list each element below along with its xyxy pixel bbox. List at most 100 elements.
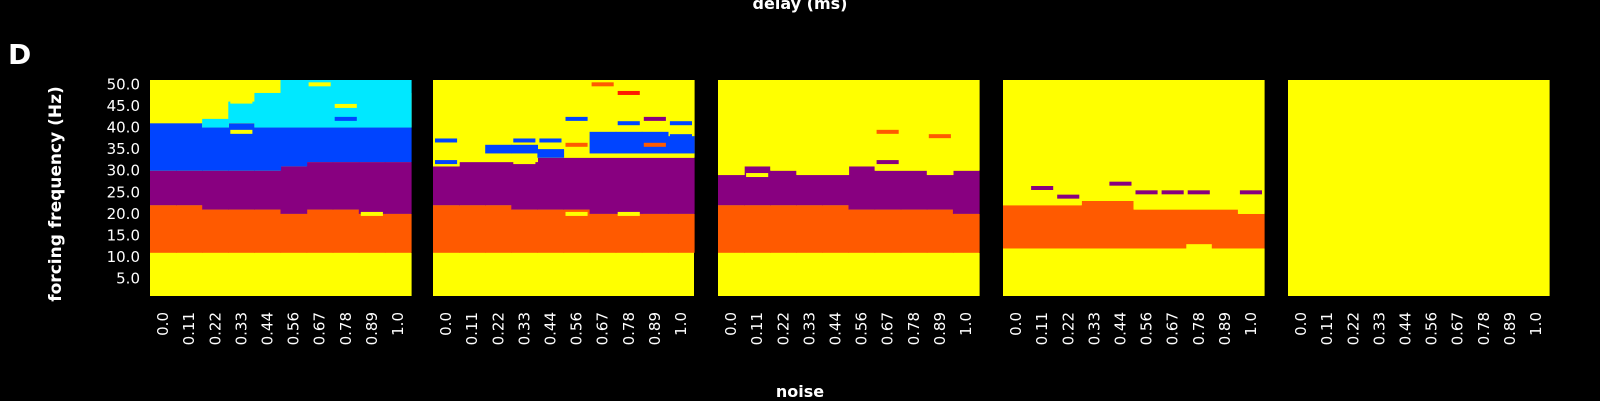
heatmap-cell-orange (643, 142, 666, 147)
heatmap-cell-orange (563, 209, 591, 253)
x-tick-label: 1.0 (957, 312, 975, 336)
heatmap-cell-orange (254, 209, 282, 253)
heatmap-cell-orange (641, 213, 669, 253)
x-tick-label: 0.78 (1475, 312, 1493, 345)
heatmap-cell-orange (1003, 205, 1030, 249)
heatmap-cell-yellow (511, 252, 538, 296)
heatmap-cell-orange (1211, 209, 1239, 249)
heatmap-cell-yellow (485, 252, 512, 296)
heatmap-cell-blue (435, 138, 458, 143)
heatmap-cell-yellow (1081, 248, 1108, 296)
heatmap-cell-orange (280, 213, 308, 253)
heatmap-cell-yellow (230, 129, 253, 134)
heatmap-cell-blue (641, 131, 669, 154)
heatmap-cell-yellow (1159, 248, 1187, 296)
heatmap-cell-blue (254, 127, 282, 171)
heatmap-cell-cyan (228, 101, 255, 124)
heatmap-cell-yellow (617, 211, 640, 216)
heatmap-cell-purple (1135, 190, 1158, 195)
heatmap-cell-blue (435, 160, 458, 165)
heatmap-cell-orange (202, 209, 229, 253)
heatmap-cell-yellow (202, 252, 229, 296)
heatmap-cell-blue (150, 123, 177, 171)
heatmap-cell-yellow (900, 252, 928, 296)
heatmap-cell-yellow (176, 252, 203, 296)
heatmap-cell-purple (358, 162, 386, 214)
x-tick-label: 0.89 (1501, 312, 1519, 345)
heatmap-cell-purple (641, 157, 669, 214)
heatmap-cell-cyan (202, 118, 229, 128)
heatmap-cell-blue (176, 123, 203, 171)
heatmap-cell-blue (617, 121, 640, 126)
heatmap-cell-purple (254, 170, 282, 210)
heatmap-cell-yellow (1029, 80, 1056, 206)
heatmap-cell-purple (770, 170, 797, 206)
heatmap-cell-purple (822, 175, 850, 206)
heatmap-cell-yellow (1003, 80, 1030, 206)
heatmap-cell-cyan (384, 80, 412, 128)
heatmap-cell-purple (459, 162, 486, 206)
x-tick-label: 0.78 (337, 312, 355, 345)
heatmap-cell-yellow (1237, 248, 1265, 296)
heatmap-cell-purple (332, 162, 360, 210)
heatmap-cell-yellow (1496, 80, 1524, 296)
heatmap-cell-orange (1159, 209, 1187, 249)
heatmap-cell-purple (718, 175, 745, 206)
x-tick-label: 0.0 (154, 312, 172, 336)
heatmap-cell-yellow (744, 252, 771, 296)
x-tick-label: 0.11 (1318, 312, 1336, 345)
heatmap-cell-orange (589, 213, 617, 253)
heatmap-cell-orange (1029, 205, 1056, 249)
x-tick-label: 0.33 (800, 312, 818, 345)
y-tick-label: 15.0 (107, 227, 140, 245)
heatmap-cell-blue (332, 127, 360, 163)
heatmap-cell-blue (589, 131, 617, 154)
x-tick-label: 0.44 (1111, 312, 1129, 345)
heatmap-cell-yellow (565, 211, 588, 216)
heatmap-cell-purple (926, 175, 954, 210)
x-tick-label: 0.67 (311, 312, 329, 345)
y-tick-label: 20.0 (107, 205, 140, 223)
y-tick-label: 5.0 (116, 270, 140, 288)
x-tick-label: 0.0 (1007, 312, 1025, 336)
heatmap-cell-blue (539, 138, 562, 143)
heatmap-cell-yellow (874, 252, 902, 296)
heatmap-panel-3: 0.0 0.11 0.22 0.33 0.44 0.56 0.67 0.78 0.89 1.0 (718, 80, 980, 345)
heatmap-cell-purple (485, 162, 512, 206)
heatmap-cell-blue (511, 144, 538, 154)
heatmap-cell-yellow (718, 80, 745, 176)
heatmap-cell-yellow (230, 99, 253, 104)
heatmap-cell-purple (384, 162, 412, 214)
x-tick-label: 0.44 (541, 312, 559, 345)
heatmap-cell-orange (306, 209, 334, 253)
x-tick-label: 1.0 (672, 312, 690, 336)
heatmap-cell-purple (176, 170, 203, 206)
x-tick-label: 0.22 (206, 312, 224, 345)
x-tick-label: 0.89 (646, 312, 664, 345)
heatmap-cell-purple (874, 170, 902, 210)
heatmap-cell-purple (228, 170, 255, 210)
heatmap-cell-orange (1133, 209, 1161, 249)
heatmap-cell-yellow (228, 252, 255, 296)
heatmap-cell-cyan (254, 92, 282, 128)
heatmap-cell-yellow (280, 252, 308, 296)
heatmap-cell-yellow (822, 80, 850, 176)
heatmap-cell-yellow (1314, 80, 1341, 296)
heatmap-panel-1: 0.0 0.11 0.22 0.33 0.44 0.56 0.67 0.78 0.89 1.0 (150, 80, 412, 345)
heatmap-cell-yellow (1366, 80, 1393, 296)
heatmap-cell-yellow (1055, 80, 1082, 206)
heatmap-cell-purple (876, 160, 899, 165)
heatmap-panel-2: 0.0 0.11 0.22 0.33 0.44 0.56 0.67 0.78 0.89 1.0 (433, 80, 695, 345)
heatmap-cell-yellow (1340, 80, 1367, 296)
heatmap-cell-orange (1237, 213, 1265, 249)
y-tick-label: 10.0 (107, 248, 140, 266)
heatmap-cell-orange (770, 205, 797, 253)
heatmap-cell-yellow (1081, 80, 1108, 201)
heatmap-cell-cyan (280, 80, 308, 128)
heatmap-cell-yellow (1288, 80, 1315, 296)
heatmap-cell-purple (1109, 181, 1132, 186)
heatmap-cell-yellow (513, 160, 536, 165)
heatmap-cell-yellow (1159, 80, 1187, 210)
y-tick-label: 50.0 (107, 75, 140, 93)
